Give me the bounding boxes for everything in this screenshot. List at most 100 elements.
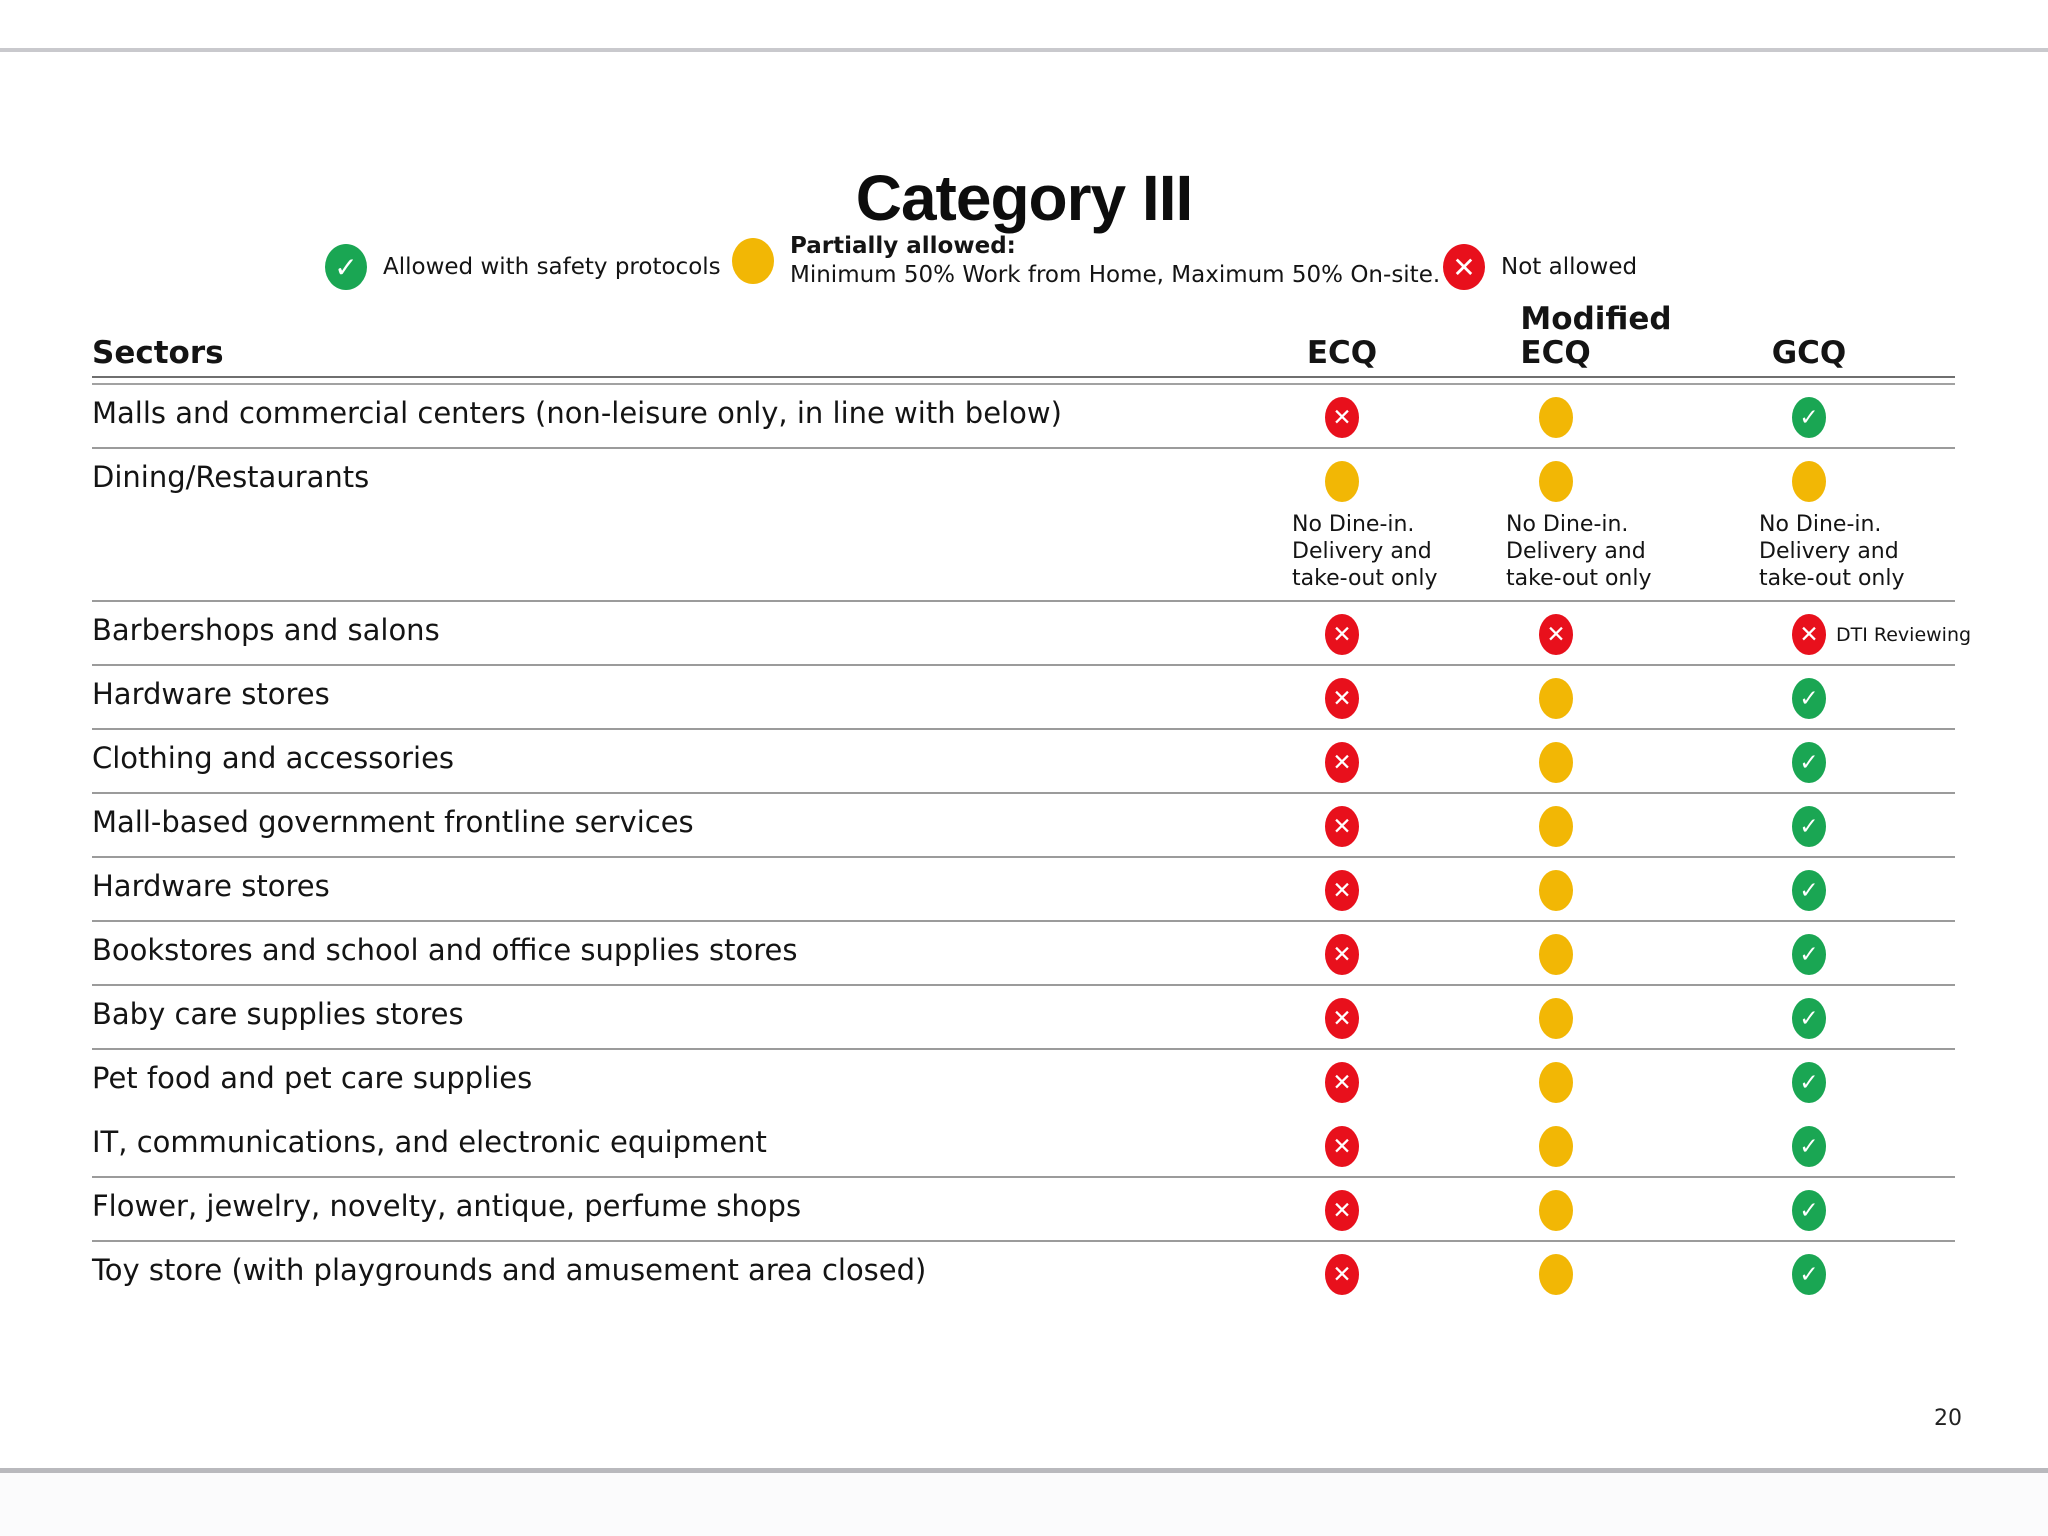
column-header-modified-line2: ECQ	[1520, 334, 1591, 371]
status-cross-icon: ✕	[1325, 1190, 1359, 1232]
ecq-status-cell: ✕	[1235, 1126, 1449, 1168]
gcq-side-note: DTI Reviewing	[1836, 623, 1972, 646]
table-row: Barbershops and salons ✕ ✕ ✕ DTI Reviewin…	[92, 602, 1971, 667]
status-partial-icon	[1539, 998, 1573, 1040]
legend-partial-title: Partially allowed:	[790, 233, 1016, 259]
status-cross-icon: ✕	[1325, 1126, 1359, 1168]
status-icon-holder	[1539, 1062, 1573, 1104]
modified-ecq-status-cell	[1449, 806, 1663, 848]
ecq-status-cell: ✕	[1235, 998, 1449, 1040]
status-check-icon: ✓	[1792, 934, 1826, 976]
legend: ✓ Allowed with safety protocols Partiall…	[0, 228, 2048, 308]
ecq-status-cell: ✕	[1235, 870, 1449, 912]
status-partial-icon	[1539, 1062, 1573, 1104]
status-icon-holder: ✕	[1325, 1126, 1359, 1168]
status-icon-holder	[1539, 461, 1573, 502]
sector-label: Flower, jewelry, novelty, antique, perfu…	[92, 1189, 802, 1224]
legend-item-not-allowed: ✕ Not allowed	[1443, 244, 1637, 290]
sector-label: Hardware stores	[92, 869, 330, 904]
header-underline	[92, 376, 1955, 385]
table-row: Flower, jewelry, novelty, antique, perfu…	[92, 1178, 1955, 1243]
status-icon-holder	[1539, 742, 1573, 784]
legend-item-partial: Partially allowed: Minimum 50% Work from…	[732, 232, 1440, 290]
status-check-icon: ✓	[1792, 1254, 1826, 1296]
gcq-status-cell: ✓	[1663, 1062, 1955, 1104]
sector-label: Dining/Restaurants	[92, 460, 370, 494]
table-header-row: Sectors ECQ Modified ECQ GCQ	[92, 290, 1955, 376]
sector-label: Clothing and accessories	[92, 741, 455, 776]
status-check-icon: ✓	[1792, 1126, 1826, 1168]
status-icon-holder: ✕	[1325, 934, 1359, 976]
sector-label: Hardware stores	[92, 677, 330, 712]
status-icon-holder	[1539, 870, 1573, 912]
table-row: Malls and commercial centers (non-leisur…	[92, 385, 1955, 449]
sector-label: Mall-based government frontline services	[92, 805, 694, 840]
status-note: No Dine-in. Delivery and take-out only	[1759, 512, 1905, 591]
modified-ecq-status-cell: No Dine-in. Delivery and take-out only	[1449, 461, 1663, 592]
modified-ecq-status-cell	[1449, 998, 1663, 1040]
status-cross-icon: ✕	[1325, 1062, 1359, 1104]
status-partial-icon	[1539, 1254, 1573, 1296]
status-partial-icon	[1539, 870, 1573, 912]
table-row: Toy store (with playgrounds and amusemen…	[92, 1242, 1955, 1306]
footer-strip	[0, 1473, 2048, 1536]
status-note: No Dine-in. Delivery and take-out only	[1292, 512, 1438, 591]
gcq-status-cell: ✓	[1663, 870, 1955, 912]
status-cross-icon: ✕	[1325, 742, 1359, 784]
gcq-status-cell: ✓	[1663, 998, 1955, 1040]
sector-label: Barbershops and salons	[92, 613, 440, 648]
sector-label: Malls and commercial centers (non-leisur…	[92, 396, 1062, 430]
status-partial-icon	[1539, 461, 1573, 502]
status-cross-icon: ✕	[1325, 870, 1359, 912]
ecq-status-cell: ✕	[1235, 1190, 1449, 1232]
status-icon-holder: ✕	[1325, 1254, 1359, 1296]
ecq-status-cell: ✕	[1235, 1062, 1449, 1104]
modified-ecq-status-cell	[1449, 1126, 1663, 1168]
status-cross-icon: ✕	[1539, 614, 1573, 656]
gcq-status-cell: ✓	[1663, 742, 1955, 784]
gcq-status-cell: ✓	[1663, 934, 1955, 976]
status-icon-holder	[1539, 1126, 1573, 1168]
status-check-icon: ✓	[1792, 1062, 1826, 1104]
status-partial-icon	[1539, 1126, 1573, 1168]
status-icon-holder: ✕	[1325, 678, 1359, 720]
ecq-status-cell: No Dine-in. Delivery and take-out only	[1235, 461, 1449, 592]
gcq-status-cell: ✓	[1663, 1254, 1955, 1296]
modified-ecq-status-cell	[1449, 678, 1663, 720]
check-circle-icon: ✓	[325, 244, 367, 290]
sector-table: Sectors ECQ Modified ECQ GCQ Malls and c…	[92, 290, 1971, 1306]
status-partial-icon	[1539, 397, 1573, 438]
status-cross-icon: ✕	[1792, 614, 1826, 656]
status-partial-icon	[1539, 742, 1573, 784]
status-cross-icon: ✕	[1325, 806, 1359, 848]
gcq-status-cell: ✓	[1663, 1126, 1955, 1168]
modified-ecq-status-cell	[1449, 1062, 1663, 1104]
status-icon-holder: ✓	[1792, 870, 1826, 912]
sector-label: Toy store (with playgrounds and amusemen…	[92, 1253, 927, 1288]
ecq-status-cell: ✕	[1235, 1254, 1449, 1296]
column-header-modified-ecq: Modified ECQ	[1449, 302, 1671, 370]
bottom-divider	[0, 1468, 2048, 1473]
sector-label: Bookstores and school and office supplie…	[92, 933, 798, 968]
status-icon-holder	[1539, 934, 1573, 976]
status-icon-holder	[1539, 678, 1573, 720]
status-cross-icon: ✕	[1325, 678, 1359, 720]
gcq-status-cell: ✓	[1663, 678, 1955, 720]
status-cross-icon: ✕	[1325, 614, 1359, 656]
status-partial-icon	[1539, 678, 1573, 720]
status-icon-holder: ✓	[1792, 397, 1826, 438]
modified-ecq-status-cell	[1449, 742, 1663, 784]
sector-label: IT, communications, and electronic equip…	[92, 1125, 767, 1160]
gcq-status-cell: ✓	[1663, 397, 1955, 438]
status-icon-holder	[1325, 461, 1359, 502]
status-check-icon: ✓	[1792, 678, 1826, 720]
status-icon-holder	[1539, 998, 1573, 1040]
sector-label: Pet food and pet care supplies	[92, 1061, 533, 1096]
table-row: Mall-based government frontline services…	[92, 794, 1955, 859]
table-row: Hardware stores ✕ ✓	[92, 666, 1955, 731]
status-check-icon: ✓	[1792, 397, 1826, 438]
status-icon-holder: ✓	[1792, 1254, 1826, 1296]
status-partial-icon	[1325, 461, 1359, 502]
status-check-icon: ✓	[1792, 742, 1826, 784]
